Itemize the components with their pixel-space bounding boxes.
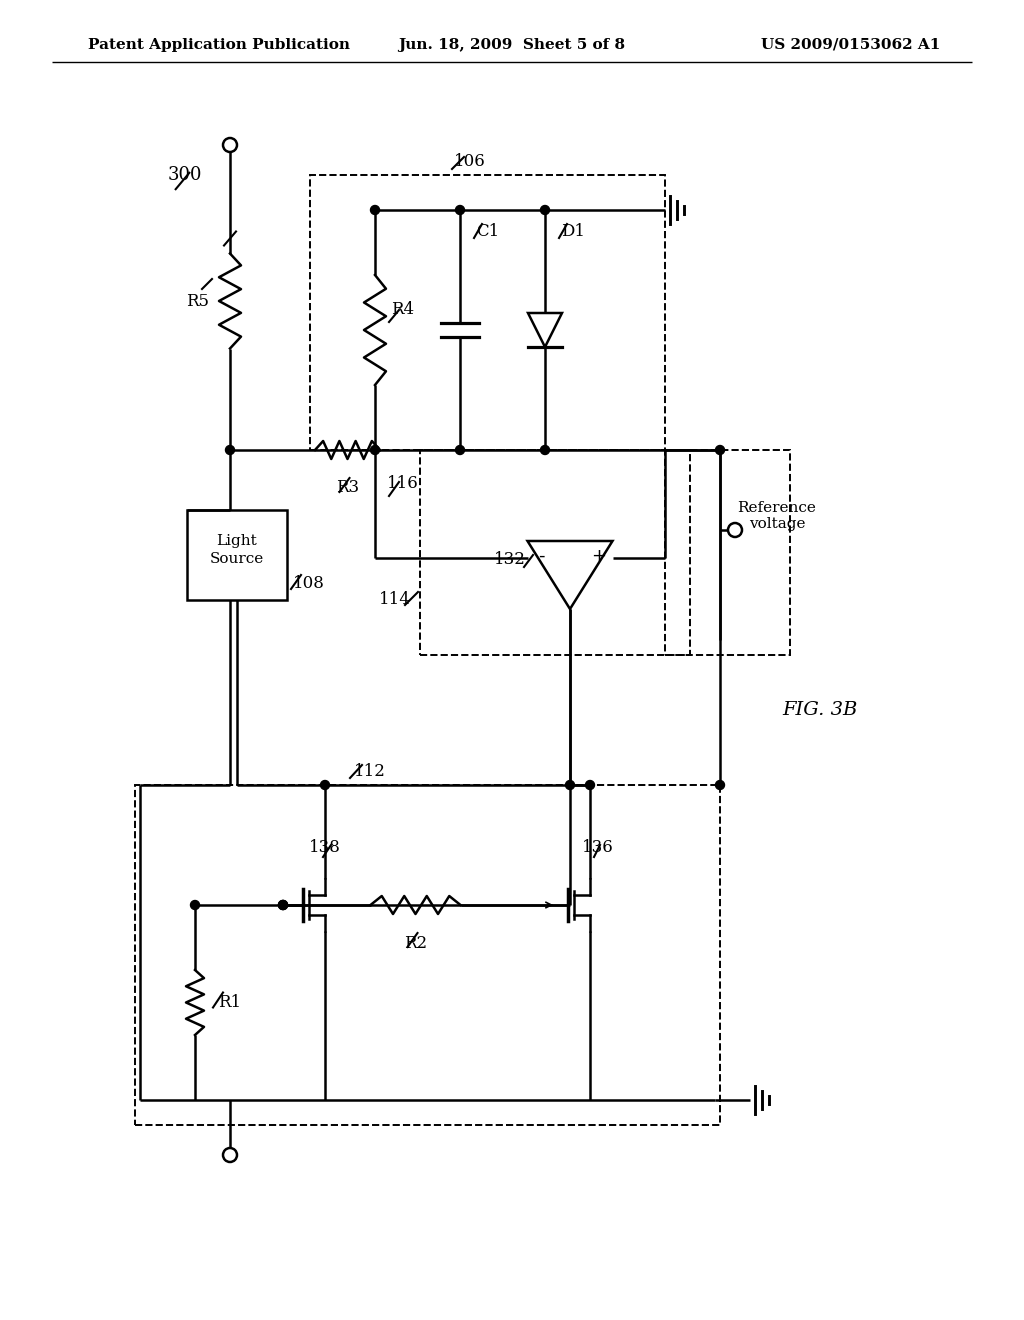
Circle shape	[586, 780, 595, 789]
Bar	[187, 510, 287, 601]
Text: Jun. 18, 2009  Sheet 5 of 8: Jun. 18, 2009 Sheet 5 of 8	[398, 38, 626, 51]
Text: 300: 300	[168, 166, 203, 183]
Circle shape	[279, 900, 288, 909]
Circle shape	[728, 523, 742, 537]
Circle shape	[716, 780, 725, 789]
Text: Patent Application Publication: Patent Application Publication	[88, 38, 350, 51]
Text: FIG. 3B: FIG. 3B	[782, 701, 858, 719]
Circle shape	[190, 900, 200, 909]
Text: Reference: Reference	[737, 502, 816, 515]
Bar	[310, 176, 665, 450]
Circle shape	[225, 446, 234, 454]
Text: 112: 112	[354, 763, 386, 780]
Circle shape	[371, 446, 380, 454]
Text: 136: 136	[582, 838, 613, 855]
Circle shape	[541, 446, 550, 454]
Text: -: -	[539, 546, 545, 565]
Circle shape	[223, 139, 237, 152]
Circle shape	[223, 1148, 237, 1162]
Text: R3: R3	[336, 479, 359, 496]
Text: 114: 114	[379, 591, 411, 609]
Bar	[420, 450, 690, 655]
Text: Source: Source	[210, 552, 264, 566]
Text: voltage: voltage	[749, 517, 805, 531]
Text: R1: R1	[218, 994, 242, 1011]
Text: R2: R2	[403, 935, 427, 952]
Text: R5: R5	[186, 293, 210, 309]
Bar	[135, 785, 720, 1125]
Circle shape	[279, 900, 288, 909]
Circle shape	[321, 780, 330, 789]
Circle shape	[541, 206, 550, 214]
Text: 116: 116	[387, 475, 419, 492]
Text: C1: C1	[476, 223, 500, 240]
Bar	[665, 450, 790, 655]
Circle shape	[371, 206, 380, 214]
Circle shape	[456, 206, 465, 214]
Text: US 2009/0153062 A1: US 2009/0153062 A1	[761, 38, 940, 51]
Text: R4: R4	[391, 301, 415, 318]
Circle shape	[565, 780, 574, 789]
Text: 108: 108	[293, 574, 325, 591]
Text: D1: D1	[561, 223, 585, 240]
Text: 132: 132	[494, 552, 526, 569]
Text: Light: Light	[217, 535, 257, 548]
Text: 106: 106	[454, 153, 485, 170]
Circle shape	[456, 446, 465, 454]
Text: 138: 138	[309, 838, 341, 855]
Text: +: +	[591, 546, 606, 565]
Circle shape	[279, 900, 288, 909]
Circle shape	[716, 446, 725, 454]
